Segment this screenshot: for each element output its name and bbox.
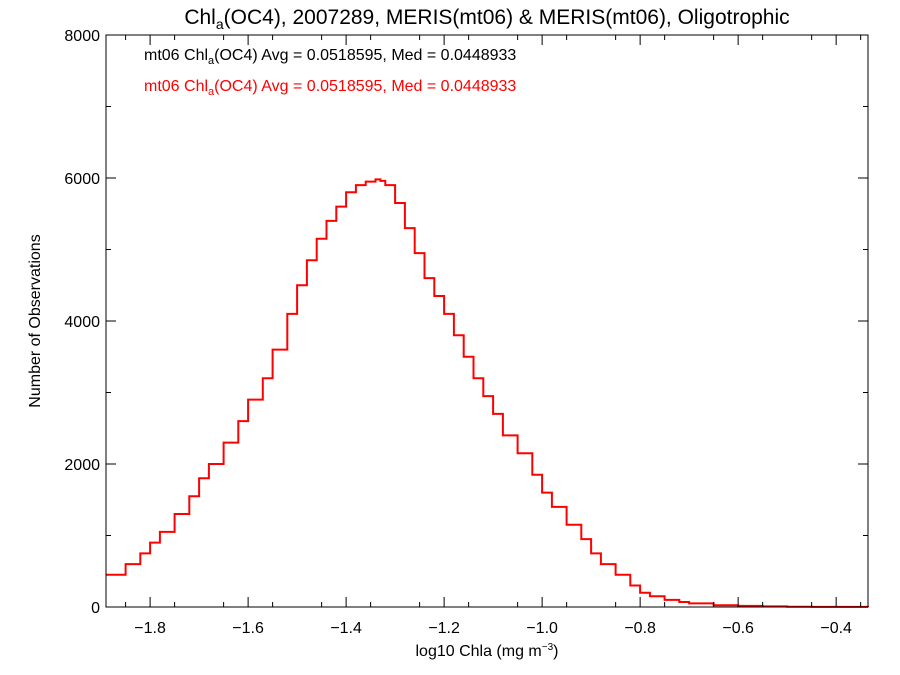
x-tick-label: −0.4 xyxy=(820,620,852,637)
x-tick-label: −1.2 xyxy=(428,620,460,637)
x-tick-label: −0.8 xyxy=(624,620,656,637)
x-tick-label: −1.0 xyxy=(526,620,558,637)
legend-entry-red: mt06 Chla(OC4) Avg = 0.0518595, Med = 0.… xyxy=(144,78,516,98)
y-tick-label: 6000 xyxy=(64,171,100,188)
legend: mt06 Chla(OC4) Avg = 0.0518595, Med = 0.… xyxy=(144,47,516,98)
x-tick-label: −0.6 xyxy=(722,620,754,637)
histogram-series-line xyxy=(106,178,869,608)
y-tick-label: 0 xyxy=(91,600,100,617)
y-axis: 0 2000 4000 6000 8000 xyxy=(64,28,868,617)
y-tick-label: 4000 xyxy=(64,314,100,331)
y-tick-label: 2000 xyxy=(64,457,100,474)
legend-entry-black: mt06 Chla(OC4) Avg = 0.0518595, Med = 0.… xyxy=(144,47,516,67)
x-axis: −1.8 −1.6 −1.4 −1.2 −1.0 −0.8 −0.6 −0.4 xyxy=(125,35,862,637)
x-tick-label: −1.4 xyxy=(330,620,362,637)
y-axis-label: Number of Observations xyxy=(27,234,44,407)
plot-frame xyxy=(105,34,869,608)
x-tick-label: −1.8 xyxy=(134,620,166,637)
x-tick-label: −1.6 xyxy=(232,620,264,637)
series-layer xyxy=(106,178,869,608)
y-tick-label: 8000 xyxy=(64,28,100,45)
chart-title: Chla(OC4), 2007289, MERIS(mt06) & MERIS(… xyxy=(184,6,789,32)
x-axis-label: log10 Chla (mg m−3) xyxy=(415,642,558,660)
